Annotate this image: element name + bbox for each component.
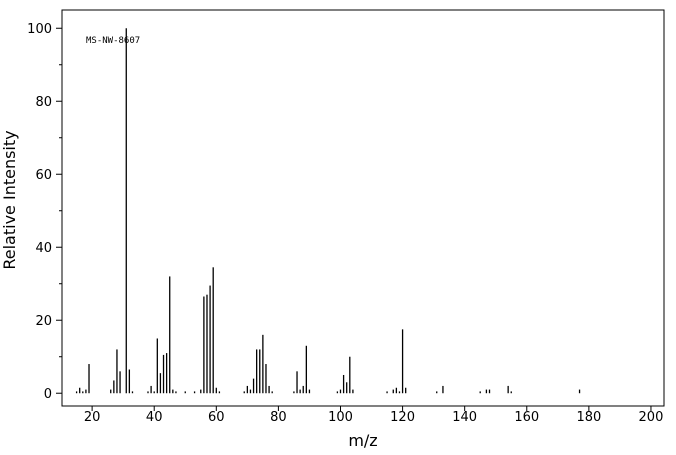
x-tick-label: 100: [328, 410, 353, 425]
x-tick-label: 160: [514, 410, 539, 425]
y-tick-label: 0: [44, 387, 52, 402]
x-tick-label: 200: [639, 410, 664, 425]
y-axis-label: Relative Intensity: [0, 130, 19, 269]
x-tick-label: 140: [452, 410, 477, 425]
x-tick-label: 120: [390, 410, 415, 425]
x-axis-label: m/z: [348, 431, 377, 450]
x-tick-label: 60: [208, 410, 225, 425]
x-tick-label: 180: [576, 410, 601, 425]
x-tick-label: 40: [146, 410, 163, 425]
x-tick-label: 20: [84, 410, 101, 425]
y-tick-label: 60: [35, 168, 52, 183]
plot-frame: [61, 9, 665, 407]
y-tick-label: 80: [35, 95, 52, 110]
annotation: MS-NW-8607: [86, 36, 140, 46]
y-tick-label: 40: [35, 241, 52, 256]
y-tick-label: 100: [27, 22, 52, 37]
y-tick-label: 20: [35, 314, 52, 329]
x-tick-label: 80: [270, 410, 287, 425]
